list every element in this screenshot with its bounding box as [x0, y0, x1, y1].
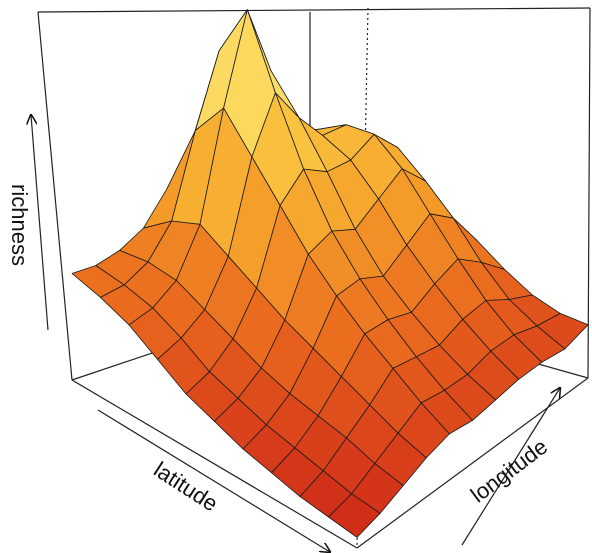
x-arrow: [97, 409, 330, 552]
box-edge: [37, 11, 73, 381]
surface-facet: [328, 493, 381, 538]
box-edge: [37, 7, 591, 13]
y-axis-label: longitude: [466, 434, 552, 508]
box-edge: [356, 377, 589, 549]
surface: [71, 9, 589, 538]
z-axis-label: richness: [7, 184, 32, 266]
box-edge: [71, 379, 358, 549]
box-edge: [587, 7, 591, 379]
y-arrow: [461, 388, 560, 546]
z-arrow: [31, 115, 49, 331]
x-axis-label: latitude: [149, 457, 222, 517]
